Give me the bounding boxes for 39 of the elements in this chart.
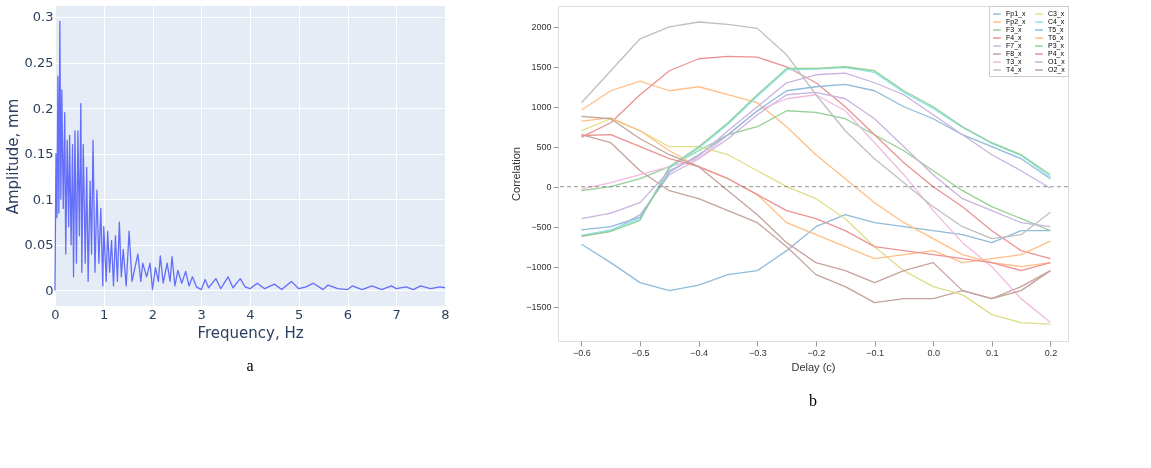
y-tick-label: 0.3 — [32, 9, 54, 25]
y-tick-label: 1000 — [531, 102, 552, 113]
y-tick-label: 500 — [536, 142, 552, 153]
y-tick-label: 0.05 — [24, 237, 54, 253]
x-axis-title: Delay (c) — [791, 360, 836, 373]
y-tick-label: 0 — [546, 182, 552, 193]
line-series — [54, 20, 446, 292]
x-tick-label: −0.3 — [748, 347, 767, 358]
y-tick-label: −1500 — [526, 302, 552, 313]
y-tick-label: 0.1 — [32, 191, 54, 207]
x-tick-label: 0.1 — [986, 347, 999, 358]
x-tick-label: −0.5 — [631, 347, 650, 358]
y-tick-label: 0.15 — [24, 146, 54, 162]
y-tick-label: 0.2 — [32, 100, 54, 116]
y-tick-label: 0 — [45, 283, 54, 298]
x-tick-label: −0.4 — [690, 347, 709, 358]
text: a — [246, 357, 254, 374]
y-tick-label: 2000 — [531, 22, 552, 33]
x-tick-label: 7 — [392, 306, 401, 322]
y-axis-title: Amplitude, mm — [3, 98, 22, 215]
x-axis-title: Frequency, Hz — [197, 323, 304, 342]
x-tick-label: 5 — [295, 306, 304, 322]
y-tick-label: 1500 — [531, 62, 552, 73]
x-tick-label: −0.2 — [807, 347, 826, 358]
y-tick-label: −1000 — [526, 262, 552, 273]
x-tick-label: 8 — [441, 306, 450, 322]
text: b — [809, 392, 817, 409]
x-tick-label: −0.6 — [573, 347, 591, 358]
x-tick-label: 3 — [197, 306, 206, 322]
x-tick-label: 4 — [246, 306, 255, 322]
y-tick-label: 0.25 — [24, 55, 54, 71]
x-tick-label: 1 — [100, 306, 109, 322]
y-tick-label: −500 — [531, 222, 552, 233]
x-tick-label: 6 — [343, 306, 353, 322]
y-axis-title: Correlation — [510, 147, 523, 201]
x-tick-label: −0.1 — [866, 347, 884, 358]
x-tick-label: 0.2 — [1044, 347, 1058, 358]
x-tick-label: 0.0 — [927, 347, 940, 358]
x-tick-label: 2 — [148, 306, 158, 322]
